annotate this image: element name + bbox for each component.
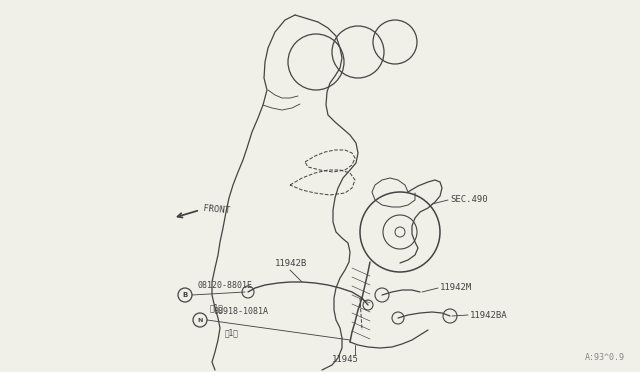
Text: A:93^0.9: A:93^0.9 xyxy=(585,353,625,362)
Text: 11942BA: 11942BA xyxy=(470,311,508,320)
Text: 11945: 11945 xyxy=(332,356,358,365)
Text: FRONT: FRONT xyxy=(203,204,230,216)
Text: 11942M: 11942M xyxy=(440,283,472,292)
Text: （1）: （1） xyxy=(225,328,239,337)
Text: 08120-8801E: 08120-8801E xyxy=(198,281,253,290)
Text: 08918-1081A: 08918-1081A xyxy=(213,307,268,316)
Text: B: B xyxy=(182,292,188,298)
Text: N: N xyxy=(197,317,203,323)
Text: SEC.490: SEC.490 xyxy=(450,196,488,205)
Text: （1）: （1） xyxy=(210,303,224,312)
Text: 11942B: 11942B xyxy=(275,260,307,269)
